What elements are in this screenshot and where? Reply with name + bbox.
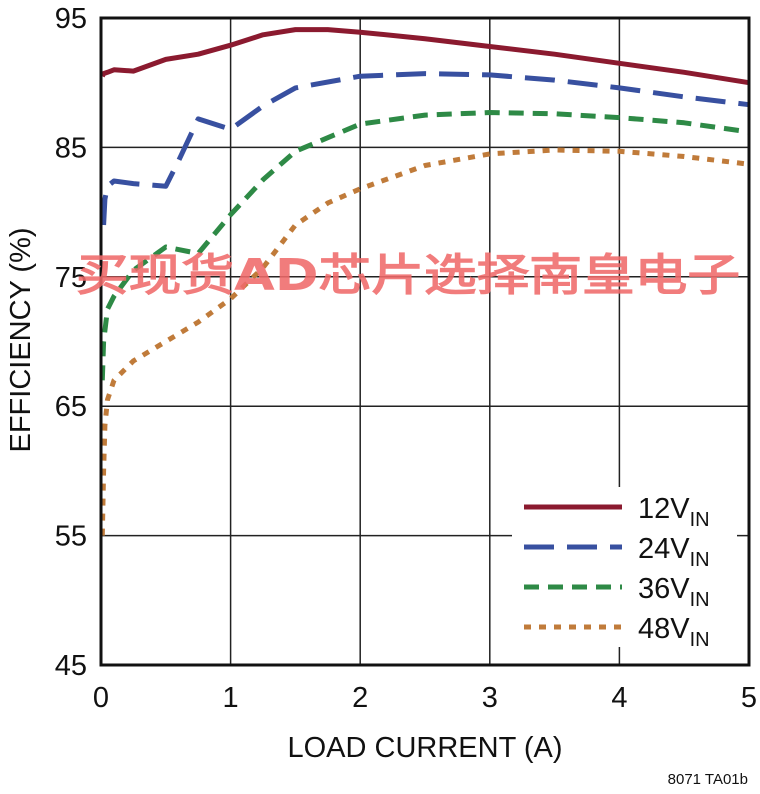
x-tick-labels: 0 1 2 3 4 5	[93, 682, 757, 714]
x-tick-label: 5	[741, 682, 757, 714]
series-line-12v	[100, 27, 750, 86]
legend-label: 48VIN	[638, 613, 710, 651]
y-tick-label: 65	[55, 391, 87, 423]
y-tick-label: 45	[55, 650, 87, 682]
legend-background	[512, 487, 737, 647]
figure-footnote: 8071 TA01b	[668, 771, 748, 788]
watermark-text: 买现货AD芯片选择南皇电子	[76, 250, 740, 301]
series-line-24v	[101, 71, 750, 226]
series-line-48v	[99, 147, 750, 536]
y-axis-label: EFFICIENCY (%)	[5, 227, 37, 452]
x-tick-label: 1	[223, 682, 239, 714]
x-tick-label: 3	[482, 682, 498, 714]
y-tick-labels: 45 55 65 75 85 95	[55, 3, 87, 682]
y-tick-label: 95	[55, 3, 87, 35]
series-line-36v	[99, 110, 750, 381]
x-tick-label: 4	[611, 682, 627, 714]
plot-frame	[99, 16, 751, 667]
y-tick-label: 85	[55, 132, 87, 164]
y-tick-label: 55	[55, 521, 87, 553]
x-axis-label: LOAD CURRENT (A)	[288, 732, 563, 764]
y-tick-label: 75	[55, 262, 87, 294]
chart-series	[99, 27, 750, 536]
x-tick-label: 2	[352, 682, 368, 714]
x-tick-label: 0	[93, 682, 109, 714]
